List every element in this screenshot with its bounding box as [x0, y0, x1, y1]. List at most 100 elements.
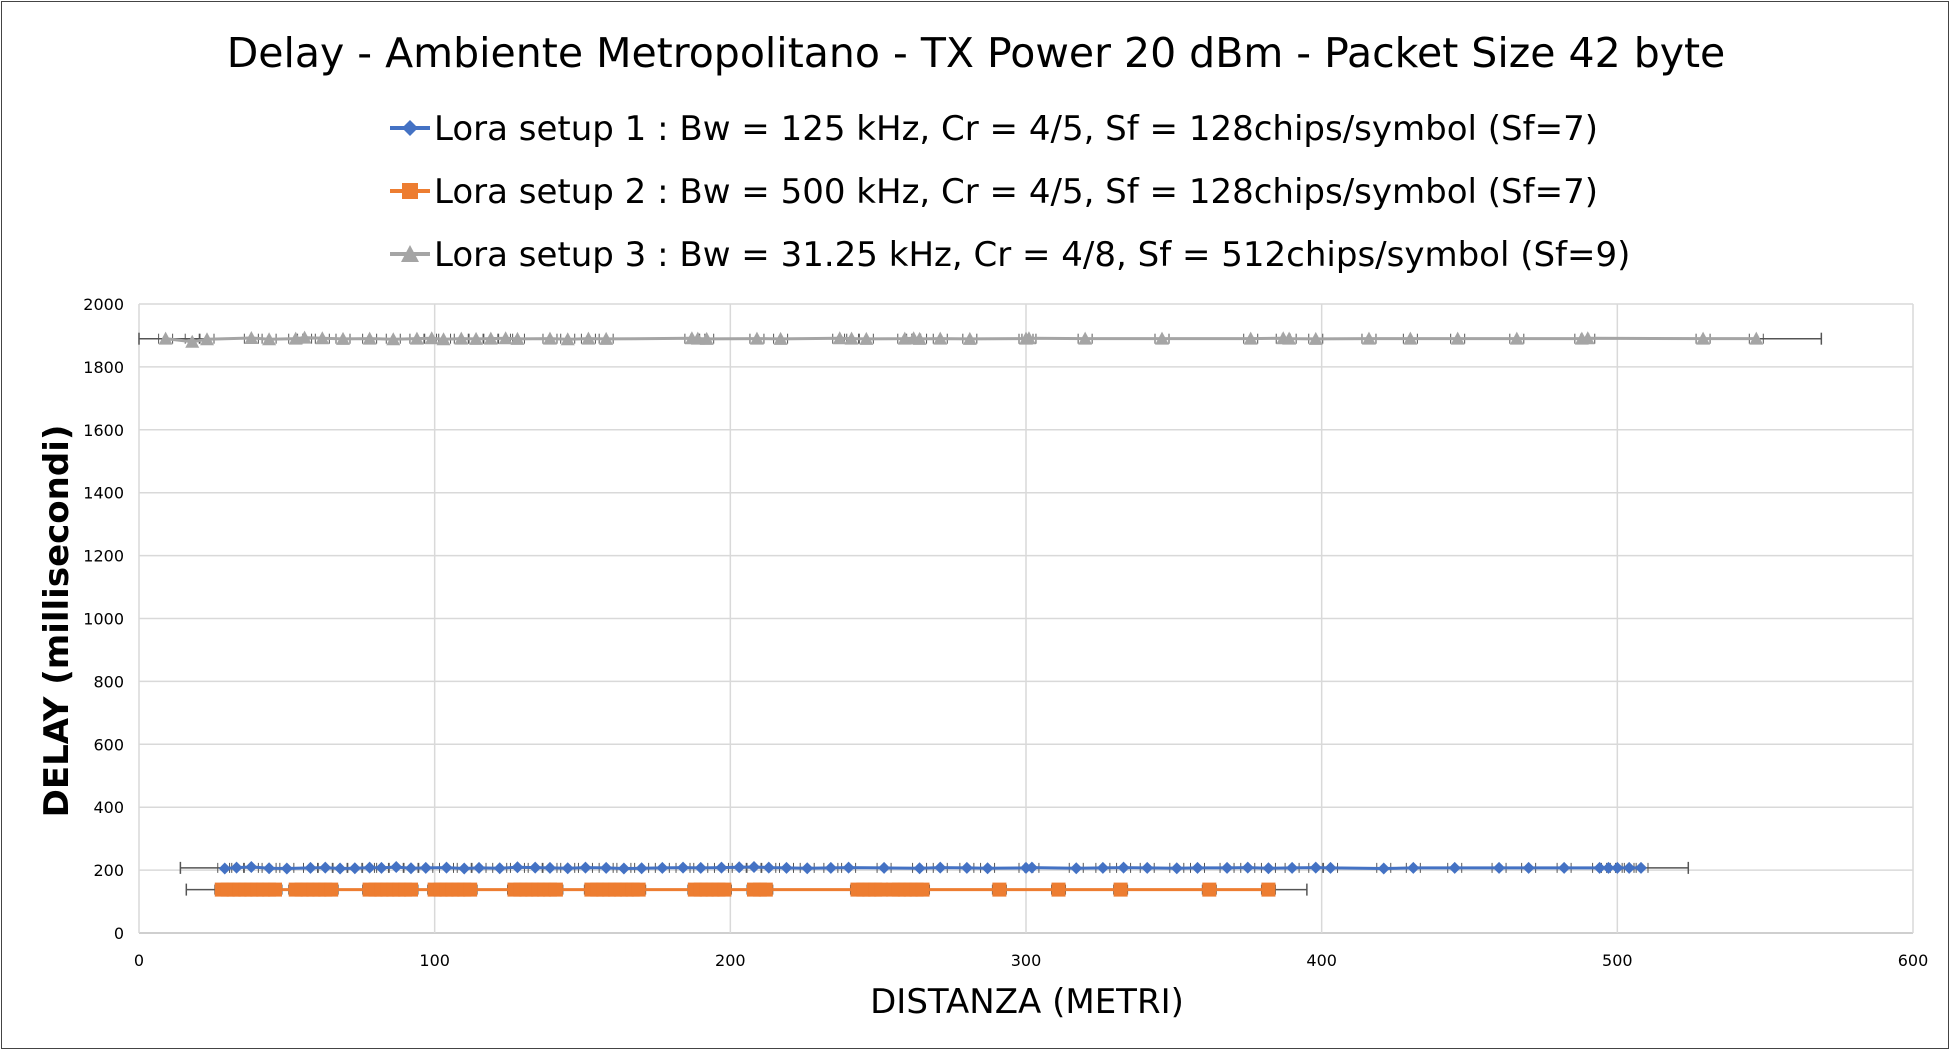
data-point [1113, 882, 1128, 897]
series-1 [218, 860, 1647, 875]
legend-marker [401, 245, 419, 262]
y-tick-labels: 0 200 400 600 800 1000 1200 1400 1600 1800 2000 [83, 295, 124, 943]
data-point [483, 331, 498, 345]
data-point [801, 862, 814, 875]
data-point [1078, 331, 1093, 345]
data-point [600, 861, 613, 874]
data-point [694, 861, 707, 874]
data-point [631, 882, 646, 897]
data-point [1558, 861, 1571, 874]
data-point [934, 861, 947, 874]
data-point [511, 861, 524, 874]
legend-label: Lora setup 2 : Bw = 500 kHz, Cr = 4/5, S… [434, 172, 1598, 212]
data-point [419, 861, 432, 874]
legend-marker [402, 183, 418, 199]
data-point [981, 862, 994, 875]
data-point [542, 331, 557, 345]
data-point [717, 882, 732, 897]
data-point [405, 862, 418, 875]
data-point [561, 862, 574, 875]
data-point [1286, 861, 1299, 874]
data-point [1309, 861, 1322, 874]
data-point [244, 330, 259, 344]
data-point [185, 334, 200, 348]
data-point [1282, 331, 1297, 345]
y-tick-label: 1800 [83, 358, 124, 377]
chart-title: Delay - Ambiente Metropolitano - TX Powe… [227, 29, 1726, 77]
data-point [463, 882, 478, 897]
data-point [1450, 331, 1465, 345]
data-point [280, 862, 293, 875]
data-point [832, 331, 847, 345]
y-tick-label: 400 [93, 798, 124, 817]
data-point [913, 862, 926, 875]
data-point [912, 331, 927, 345]
data-point [677, 861, 690, 874]
data-point [1361, 331, 1376, 345]
data-point [245, 860, 258, 873]
x-tick-label: 200 [715, 951, 746, 970]
data-point [579, 861, 592, 874]
data-point [263, 862, 276, 875]
data-point [733, 861, 746, 874]
data-point [656, 861, 669, 874]
data-point [319, 861, 332, 874]
data-point [409, 331, 424, 345]
data-point [962, 331, 977, 345]
y-tick-label: 800 [93, 672, 124, 691]
data-point [933, 331, 948, 345]
data-point [458, 862, 471, 875]
data-point [218, 862, 231, 875]
x-tick-label: 500 [1602, 951, 1633, 970]
data-point [780, 861, 793, 874]
y-tick-label: 1200 [83, 547, 124, 566]
x-tick-label: 0 [134, 951, 144, 970]
data-point [1191, 861, 1204, 874]
data-point [824, 861, 837, 874]
data-point [1170, 862, 1183, 875]
data-point [230, 861, 243, 874]
x-tick-label: 300 [1011, 951, 1042, 970]
data-point [1493, 861, 1506, 874]
data-point [581, 331, 596, 345]
data-point [268, 882, 283, 897]
data-point [1407, 861, 1420, 874]
data-point [1522, 861, 1535, 874]
data-point [262, 332, 277, 346]
data-point [440, 861, 453, 874]
data-point [304, 861, 317, 874]
data-point [386, 332, 401, 346]
data-point [158, 331, 173, 345]
legend: Lora setup 1 : Bw = 125 kHz, Cr = 4/5, S… [390, 109, 1630, 275]
data-point [842, 861, 855, 874]
data-point [334, 862, 347, 875]
data-point [1221, 861, 1234, 874]
data-point [599, 331, 614, 345]
data-point [1623, 861, 1636, 874]
error-bars [138, 332, 1823, 896]
data-point [762, 861, 775, 874]
y-tick-label: 600 [93, 735, 124, 754]
data-point [529, 861, 542, 874]
data-point [1448, 861, 1461, 874]
y-tick-label: 1000 [83, 610, 124, 629]
data-point [1509, 331, 1524, 345]
y-tick-label: 1600 [83, 421, 124, 440]
data-point [992, 882, 1007, 897]
data-point [1749, 331, 1764, 345]
data-point [348, 862, 361, 875]
data-point [1241, 861, 1254, 874]
data-point [1611, 861, 1624, 874]
legend-label: Lora setup 3 : Bw = 31.25 kHz, Cr = 4/8,… [434, 235, 1630, 275]
series-layer [158, 330, 1764, 897]
data-point [715, 861, 728, 874]
data-point [1202, 882, 1217, 897]
data-point [1262, 862, 1275, 875]
data-point [1155, 331, 1170, 345]
data-point [1021, 331, 1036, 345]
data-point [1141, 861, 1154, 874]
data-point [424, 331, 439, 345]
y-tick-label: 2000 [83, 295, 124, 314]
data-point [1261, 882, 1276, 897]
